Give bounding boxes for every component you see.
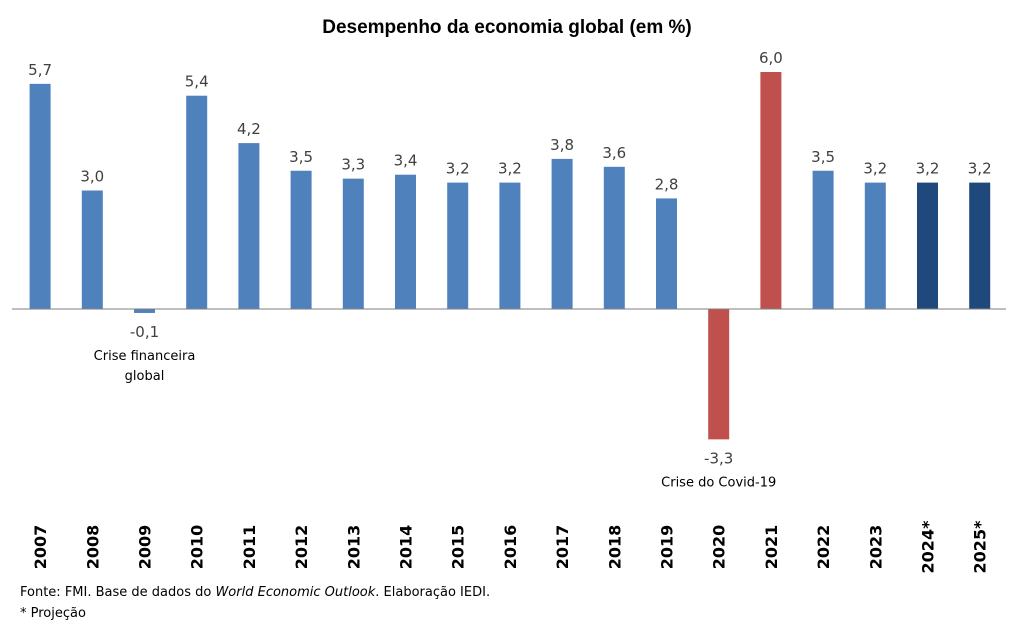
value-label-2011: 4,2 [237,120,261,138]
bar-2022 [812,170,834,309]
x-tick-2012: 2012 [292,525,311,570]
value-label-2025: 3,2 [968,160,992,178]
value-label-2016: 3,2 [498,160,522,178]
x-tick-2009: 2009 [136,525,155,570]
chart: Desempenho da economia global (em %) 5,7… [12,17,1006,574]
chart-title: Desempenho da economia global (em %) [322,17,692,38]
value-label-2009: -0,1 [130,323,159,341]
bar-2020 [708,309,730,440]
bar-2010 [186,95,208,309]
bar-2012 [290,170,312,309]
x-tick-labels-group: 2007 2008 2009 2010 2011 2012 2013 2014 2015 2016… [31,520,990,574]
value-label-2022: 3,5 [811,148,835,166]
value-label-2019: 2,8 [655,175,679,193]
source-prefix: Fonte: FMI. Base de dados do [20,585,216,600]
x-tick-2008: 2008 [83,525,102,570]
x-tick-2022: 2022 [814,525,833,570]
bar-2017 [551,158,573,309]
value-label-2021: 6,0 [759,49,783,67]
value-label-2012: 3,5 [289,148,313,166]
source-suffix: . Elaboração IEDI. [375,585,491,600]
bar-2008 [81,190,103,309]
value-label-2018: 3,6 [602,144,626,162]
value-label-2013: 3,3 [341,156,365,174]
annotation-2020-line-1: Crise do Covid-19 [661,475,776,490]
value-label-2017: 3,8 [550,136,574,154]
value-label-2010: 5,4 [185,73,209,91]
value-label-2008: 3,0 [80,168,104,186]
bar-2015 [447,182,469,309]
x-tick-2013: 2013 [344,525,363,570]
annotation-2009-line-1: Crise financeira [94,349,196,364]
annotation-2009-line-2: global [125,369,165,384]
x-tick-2019: 2019 [658,525,677,570]
source-italic: World Economic Outlook [215,585,376,600]
x-tick-2014: 2014 [397,525,416,570]
projection-note: * Projeção [20,606,86,621]
bar-2025 [969,182,991,309]
x-tick-2025: 2025* [971,520,990,574]
x-tick-2011: 2011 [240,525,259,570]
x-tick-2016: 2016 [501,525,520,570]
bar-2016 [499,182,521,309]
bar-2023 [864,182,886,309]
bar-2007 [29,83,51,309]
x-tick-2018: 2018 [605,525,624,570]
bar-2009 [134,309,155,313]
bar-2014 [395,174,416,309]
value-label-2023: 3,2 [863,160,887,178]
x-tick-2023: 2023 [866,525,885,570]
annotations-group: Crise financeira global Crise do Covid-19 [94,349,777,490]
bar-2019 [656,198,677,309]
value-label-2007: 5,7 [28,61,52,79]
bar-2013 [342,178,364,309]
x-tick-2024: 2024* [919,520,938,574]
bar-2018 [603,166,625,309]
x-tick-2017: 2017 [553,525,572,570]
x-tick-2021: 2021 [762,525,781,570]
value-label-2015: 3,2 [446,160,470,178]
bar-2011 [238,143,260,309]
x-tick-2020: 2020 [710,525,729,570]
value-labels-group: 5,7 3,0 -0,1 5,4 4,2 3,5 3,3 3,4 3,2 3,2 3,8 3,6 2,8… [28,49,991,467]
bars-group [29,72,991,440]
value-label-2024: 3,2 [916,160,940,178]
source-note: Fonte: FMI. Base de dados do World Econo… [20,585,490,600]
bar-2024 [917,182,938,309]
value-label-2020: -3,3 [704,449,733,467]
x-tick-2007: 2007 [31,525,50,570]
x-tick-2015: 2015 [449,525,468,570]
value-label-2014: 3,4 [394,152,418,170]
bar-2021 [760,72,782,309]
x-tick-2010: 2010 [188,525,207,570]
